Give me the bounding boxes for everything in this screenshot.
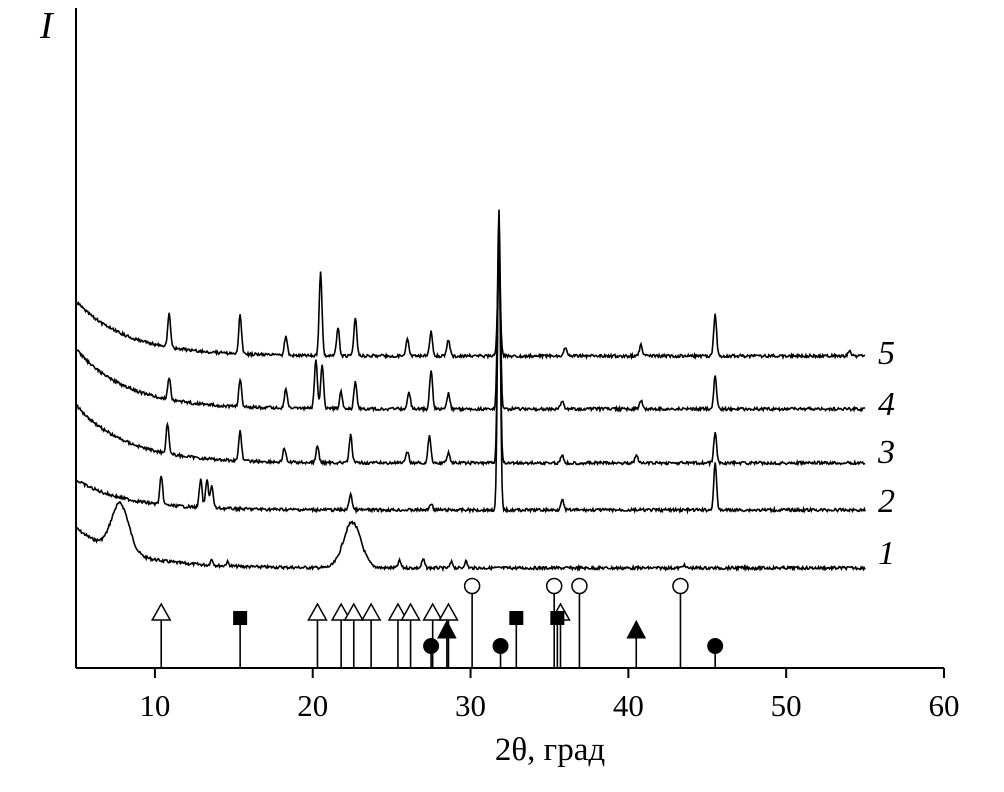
x-tick-label-10: 10 xyxy=(139,688,170,723)
curve-label-1: 1 xyxy=(878,535,895,572)
x-tick-label-20: 20 xyxy=(297,688,328,723)
ref-marker-filled-triangle-1 xyxy=(626,619,647,639)
curve-1 xyxy=(75,501,866,573)
ref-marker-open-circle-2 xyxy=(571,577,588,595)
ref-marker-open-circle-0 xyxy=(463,577,481,595)
x-tick-label-30: 30 xyxy=(455,688,486,723)
ref-marker-filled-square-1 xyxy=(509,611,524,625)
ref-marker-open-triangle-8 xyxy=(438,602,459,621)
x-axis-label: 2θ, град xyxy=(495,732,605,768)
x-tick-label-50: 50 xyxy=(771,688,802,723)
curve-label-3: 3 xyxy=(877,434,895,471)
ref-marker-open-triangle-3 xyxy=(343,602,365,621)
ref-marker-filled-square-2 xyxy=(550,611,565,625)
y-axis-label: I xyxy=(39,5,55,47)
curve-3 xyxy=(75,238,866,468)
axes xyxy=(75,8,944,669)
x-tick-label-60: 60 xyxy=(929,688,960,723)
x-ticks: 10 20 30 40 50 60 xyxy=(139,668,960,723)
curve-5 xyxy=(75,258,866,361)
ref-marker-filled-circle-2 xyxy=(707,638,724,654)
pattern-curves xyxy=(75,209,866,573)
curve-label-5: 5 xyxy=(878,335,895,372)
ref-marker-open-circle-1 xyxy=(545,577,563,595)
curve-label-2: 2 xyxy=(878,483,895,520)
ref-marker-open-circle-3 xyxy=(672,577,689,595)
ref-marker-open-triangle-1 xyxy=(307,602,328,621)
ref-marker-open-triangle-7 xyxy=(422,602,443,621)
ref-marker-open-triangle-5 xyxy=(387,602,409,621)
ref-marker-filled-circle-0 xyxy=(423,638,440,654)
ref-marker-open-triangle-2 xyxy=(330,602,352,621)
x-tick-label-40: 40 xyxy=(613,688,644,723)
curve-label-4: 4 xyxy=(878,386,895,423)
ref-marker-filled-triangle-0 xyxy=(437,619,457,639)
ref-marker-open-triangle-6 xyxy=(400,602,421,621)
ref-marker-filled-circle-1 xyxy=(492,638,509,654)
curve-4 xyxy=(75,209,866,414)
reference-markers xyxy=(150,577,724,668)
ref-marker-open-triangle-4 xyxy=(360,602,382,621)
curve-2 xyxy=(75,218,866,515)
ref-marker-open-triangle-0 xyxy=(150,602,172,621)
curve-labels: 1 2 3 4 5 xyxy=(877,335,895,572)
ref-marker-filled-square-0 xyxy=(233,611,248,625)
